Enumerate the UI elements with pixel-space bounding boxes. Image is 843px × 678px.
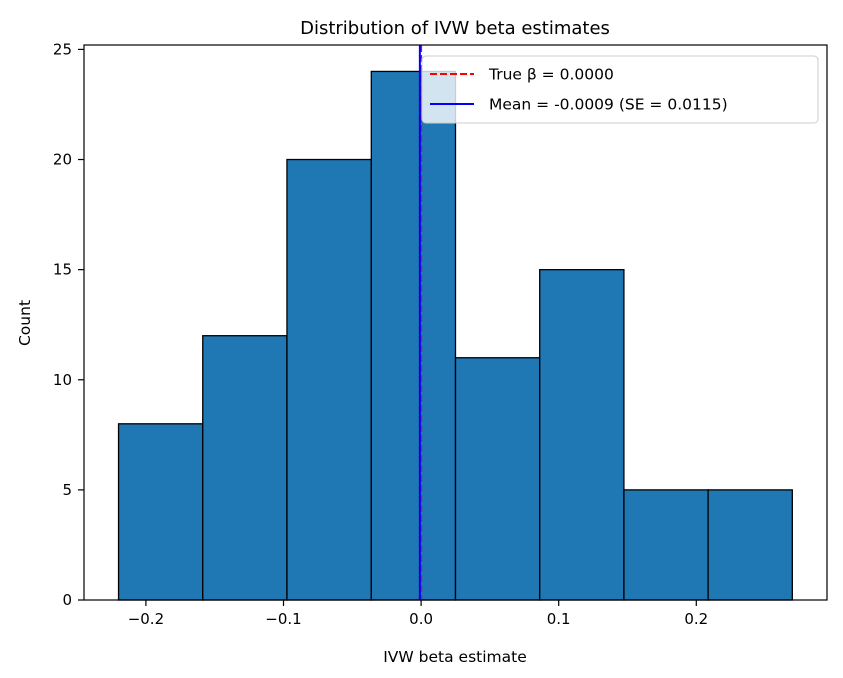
reference-lines xyxy=(418,45,423,600)
x-tick-label: −0.2 xyxy=(128,610,164,628)
histogram-bar-2 xyxy=(202,335,288,601)
y-tick-label: 5 xyxy=(62,481,72,499)
x-tick-label: 0.0 xyxy=(409,610,433,628)
histogram-bars xyxy=(117,70,793,601)
y-axis-ticks: 0 5 10 15 20 25 xyxy=(53,40,84,609)
histogram-bar-7 xyxy=(623,489,709,601)
y-tick-label: 20 xyxy=(53,151,72,169)
y-tick-label: 25 xyxy=(53,40,72,58)
x-tick-label: 0.2 xyxy=(684,610,708,628)
x-axis-ticks: −0.2 −0.1 0.0 0.1 0.2 xyxy=(128,600,708,628)
histogram-bar-8 xyxy=(707,489,793,601)
plot-frame xyxy=(83,44,828,601)
x-axis-label: IVW beta estimate xyxy=(383,648,527,666)
x-tick-label: −0.1 xyxy=(265,610,301,628)
histogram-bar-1 xyxy=(117,423,204,601)
y-tick-label: 0 xyxy=(62,591,72,609)
y-tick-label: 15 xyxy=(53,261,72,279)
histogram-bar-6 xyxy=(539,268,625,601)
legend-label-true-beta: True β = 0.0000 xyxy=(488,66,614,84)
histogram-bar-5 xyxy=(454,357,541,601)
x-tick-label: 0.1 xyxy=(547,610,571,628)
legend-label-mean: Mean = -0.0009 (SE = 0.0115) xyxy=(489,96,728,114)
histogram-bar-3 xyxy=(286,158,372,601)
legend-box xyxy=(421,55,819,124)
chart-title: Distribution of IVW beta estimates xyxy=(300,18,610,39)
y-tick-label: 10 xyxy=(53,371,72,389)
legend: True β = 0.0000 Mean = -0.0009 (SE = 0.01… xyxy=(421,55,819,124)
y-axis-label: Count xyxy=(16,300,34,346)
histogram-bar-4 xyxy=(370,70,457,601)
